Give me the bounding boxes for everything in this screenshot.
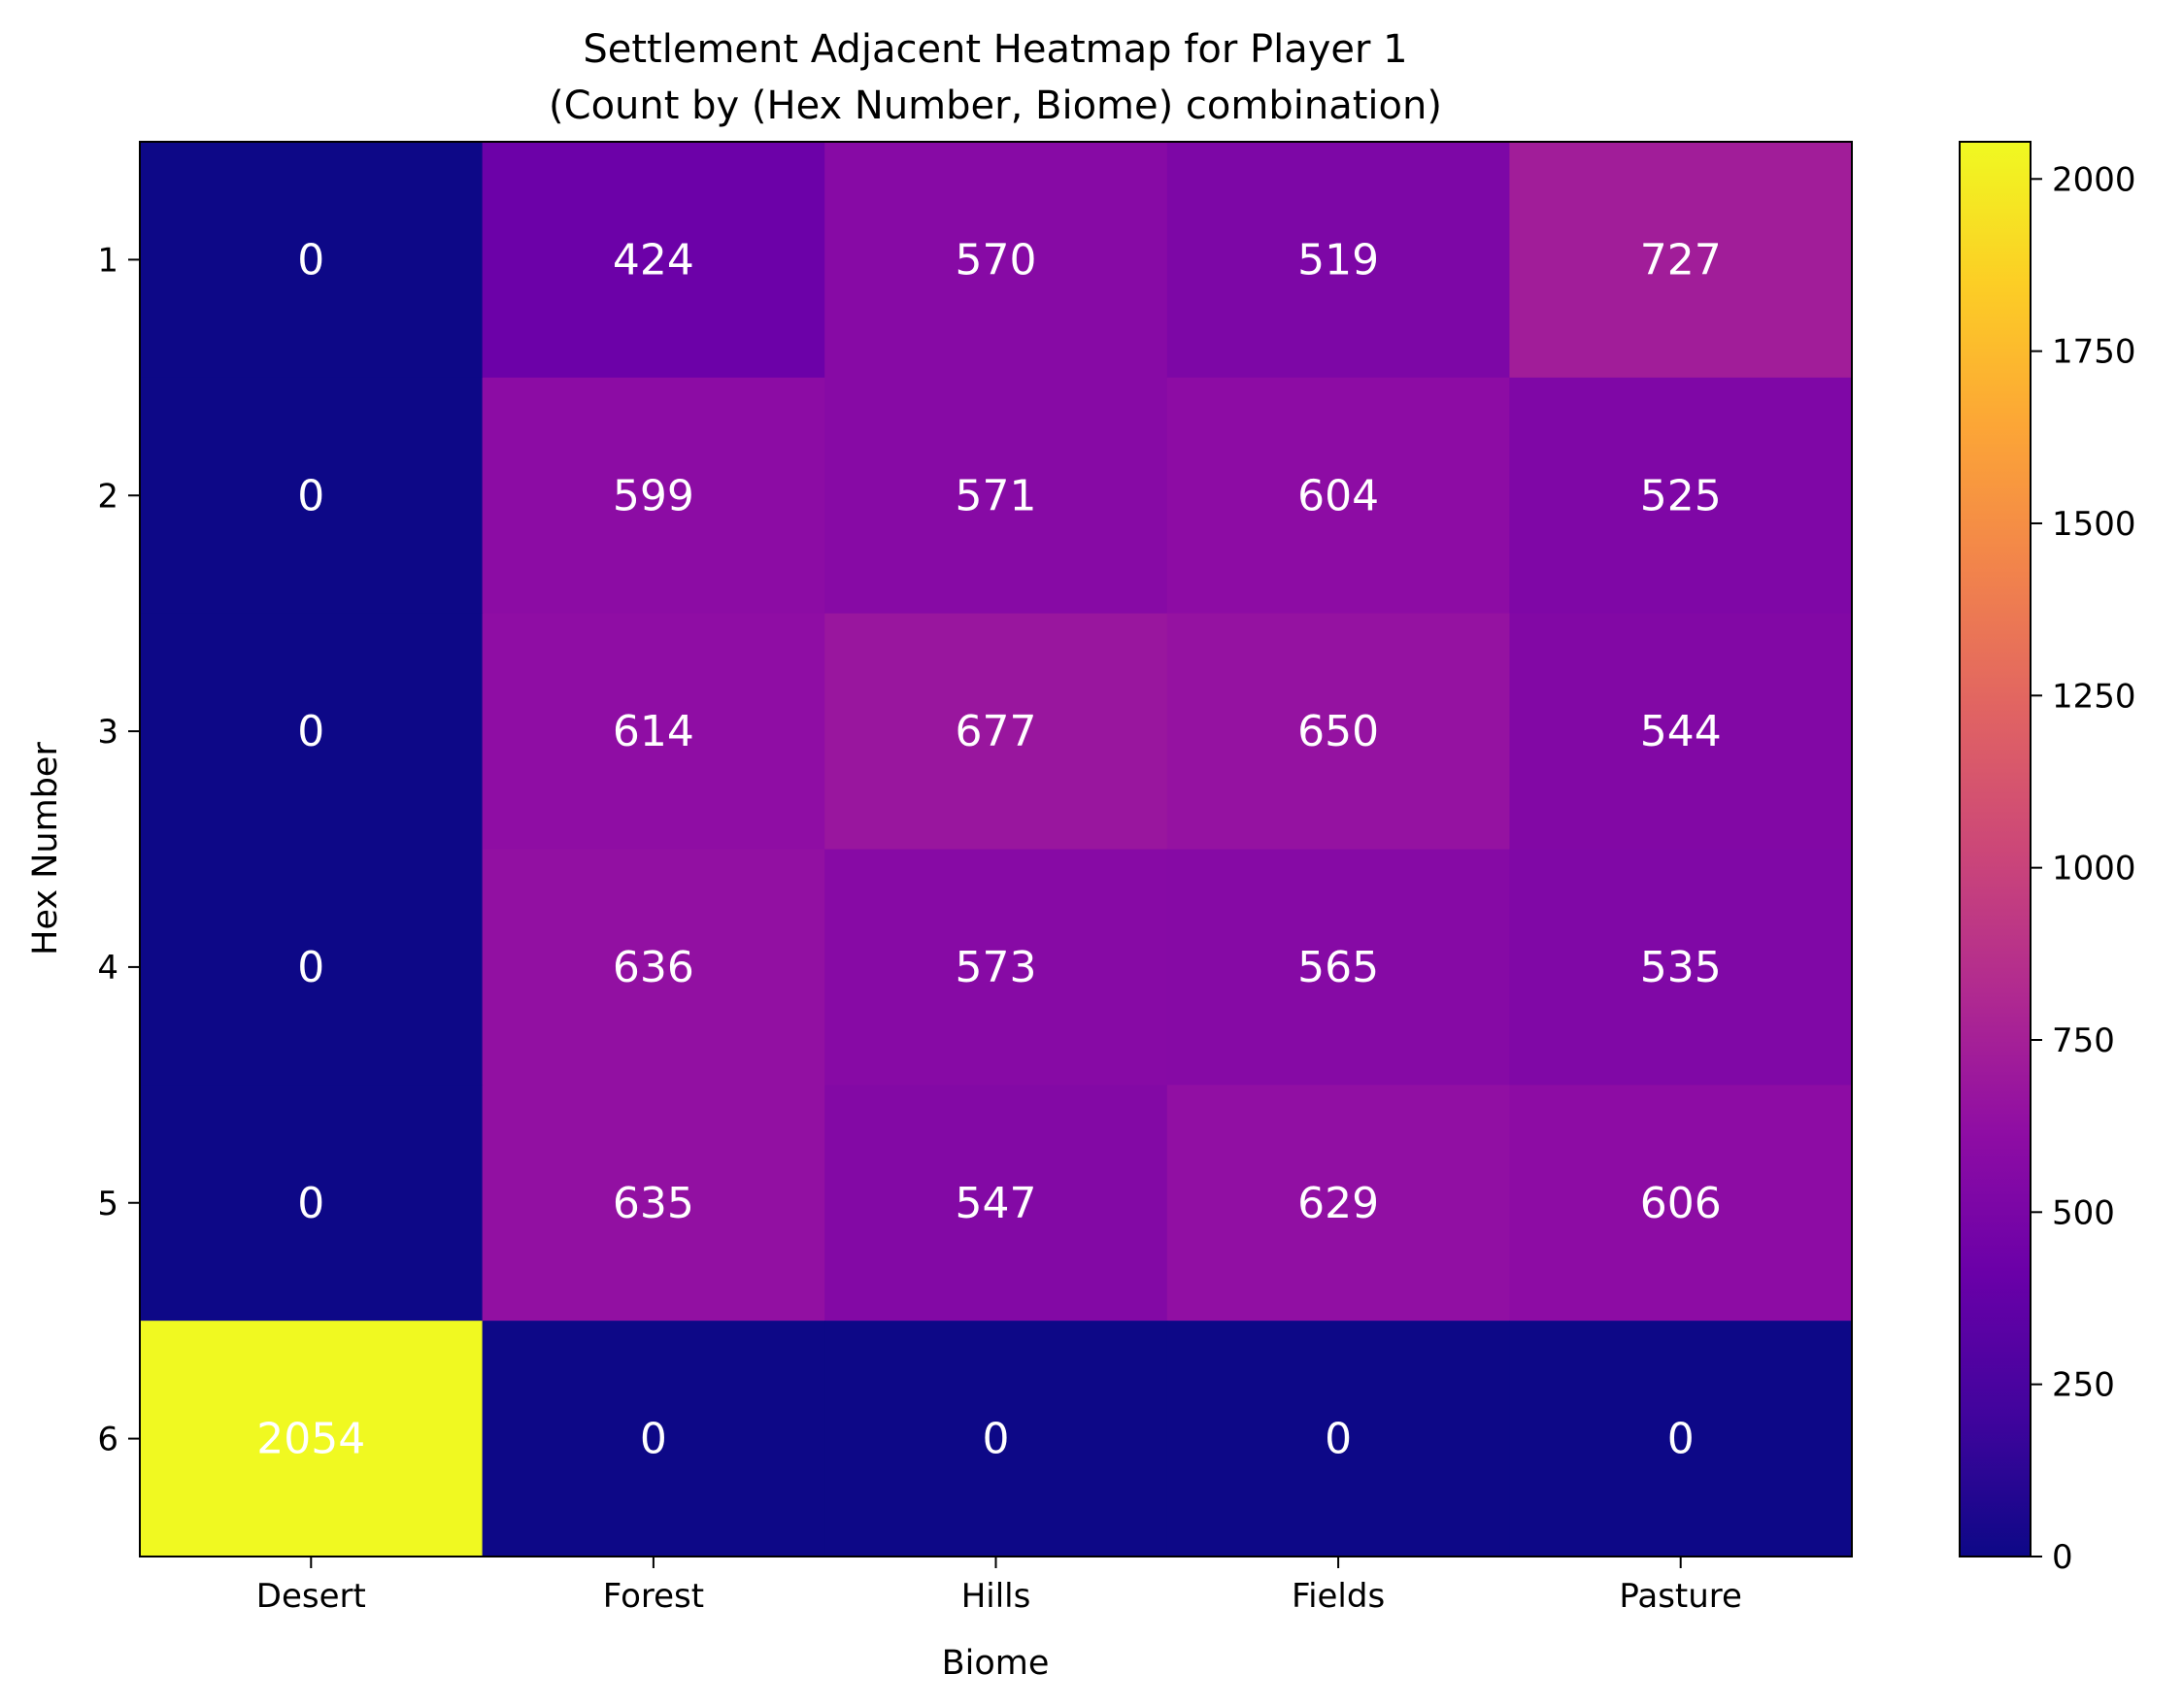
cell-value-label: 2054 — [256, 1415, 365, 1464]
cell-value-label: 0 — [297, 235, 324, 285]
cell-value-label: 0 — [297, 943, 324, 992]
y-axis: 1 2 3 4 5 6 — [97, 241, 140, 1459]
cell-value-label: 573 — [956, 943, 1037, 992]
x-tick-label: Pasture — [1619, 1577, 1742, 1616]
cell-value-label: 525 — [1640, 471, 1722, 520]
plot-area: 0 424 570 519 727 0 599 571 604 525 0 614 677 650 544 0… — [140, 142, 1853, 1557]
colorbar-tick-label: 0 — [2052, 1538, 2073, 1577]
x-tick-label: Hills — [961, 1577, 1031, 1616]
x-tick-label: Desert — [256, 1577, 366, 1616]
colorbar-tick-label: 1250 — [2052, 677, 2136, 716]
heatmap-cell — [1166, 1321, 1510, 1557]
colorbar: 0 250 500 750 1000 1250 1500 1750 2000 — [1959, 141, 2136, 1577]
heatmap-cell — [1509, 613, 1853, 851]
y-tick-label: 5 — [97, 1185, 118, 1223]
cell-value-label: 599 — [613, 471, 694, 520]
cell-value-label: 727 — [1640, 235, 1722, 285]
colorbar-tick-label: 250 — [2052, 1366, 2115, 1405]
colorbar-tick-label: 1750 — [2052, 333, 2136, 372]
cell-value-label: 544 — [1640, 707, 1722, 756]
x-axis: Desert Forest Hills Fields Pasture — [256, 1557, 1742, 1616]
cell-value-label: 0 — [1325, 1415, 1352, 1464]
heatmap-cell — [1509, 1085, 1853, 1322]
cell-value-label: 614 — [613, 707, 694, 756]
heatmap-cell — [1509, 377, 1853, 615]
heatmap-cell — [140, 849, 484, 1086]
chart-title: Settlement Adjacent Heatmap for Player 1 — [583, 27, 1407, 72]
y-tick-label: 6 — [97, 1421, 118, 1459]
y-tick-label: 2 — [97, 477, 118, 516]
cell-value-label: 535 — [1640, 943, 1722, 992]
heatmap-cell — [1166, 1085, 1510, 1322]
heatmap-cell — [1509, 142, 1853, 379]
heatmap-cell — [482, 142, 825, 379]
cell-value-label: 636 — [613, 943, 694, 992]
heatmap-cell — [482, 613, 825, 851]
cell-value-label: 424 — [613, 235, 694, 285]
cell-value-label: 677 — [956, 707, 1037, 756]
heatmap-cell — [140, 613, 484, 851]
cell-value-label: 570 — [956, 235, 1037, 285]
colorbar-tick-label: 2000 — [2052, 160, 2136, 199]
cell-value-label: 606 — [1640, 1179, 1722, 1228]
heatmap-cell — [1166, 377, 1510, 615]
cell-value-label: 519 — [1297, 235, 1379, 285]
heatmap-cell — [140, 377, 484, 615]
cell-value-label: 0 — [297, 707, 324, 756]
colorbar-gradient — [1959, 141, 2032, 1557]
colorbar-ticks: 0 250 500 750 1000 1250 1500 1750 2000 — [2031, 160, 2136, 1577]
heatmap-cell — [1166, 613, 1510, 851]
y-tick-label: 1 — [97, 241, 118, 280]
heatmap-cell — [1166, 142, 1510, 379]
y-axis-label: Hex Number — [26, 742, 65, 955]
heatmap-cell — [824, 377, 1168, 615]
cell-value-label: 0 — [1667, 1415, 1695, 1464]
x-tick-label: Forest — [603, 1577, 704, 1616]
heatmap-cell — [140, 1085, 484, 1322]
cell-value-label: 635 — [613, 1179, 694, 1228]
y-tick-label: 4 — [97, 949, 118, 988]
colorbar-tick-label: 1500 — [2052, 505, 2136, 544]
y-tick-label: 3 — [97, 713, 118, 752]
cell-value-label: 650 — [1297, 707, 1379, 756]
cell-value-label: 0 — [297, 1179, 324, 1228]
chart-subtitle: (Count by (Hex Number, Biome) combinatio… — [549, 84, 1442, 128]
cell-value-label: 0 — [640, 1415, 667, 1464]
cell-value-label: 571 — [956, 471, 1037, 520]
x-tick-label: Fields — [1292, 1577, 1385, 1616]
heatmap-cell — [482, 849, 825, 1086]
heatmap-cell — [140, 142, 484, 379]
cell-value-label: 565 — [1297, 943, 1379, 992]
colorbar-tick-label: 750 — [2052, 1021, 2115, 1060]
heatmap-cell — [140, 1321, 484, 1557]
heatmap-cell — [482, 377, 825, 615]
cell-value-label: 604 — [1297, 471, 1379, 520]
heatmap-cell — [824, 1085, 1168, 1322]
x-axis-label: Biome — [942, 1644, 1050, 1683]
heatmap-cell — [482, 1321, 825, 1557]
cell-value-label: 547 — [956, 1179, 1037, 1228]
heatmap-cell — [824, 613, 1168, 851]
heatmap-cell — [1166, 849, 1510, 1086]
colorbar-tick-label: 500 — [2052, 1193, 2115, 1232]
heatmap-cell — [1509, 1321, 1853, 1557]
heatmap-cell — [824, 849, 1168, 1086]
heatmap-cell — [824, 1321, 1168, 1557]
heatmap-cell — [824, 142, 1168, 379]
cell-value-label: 0 — [983, 1415, 1010, 1464]
heatmap-cell — [1509, 849, 1853, 1086]
cell-value-label: 0 — [297, 471, 324, 520]
cell-value-label: 629 — [1297, 1179, 1379, 1228]
heatmap-cell — [482, 1085, 825, 1322]
colorbar-tick-label: 1000 — [2052, 850, 2136, 888]
